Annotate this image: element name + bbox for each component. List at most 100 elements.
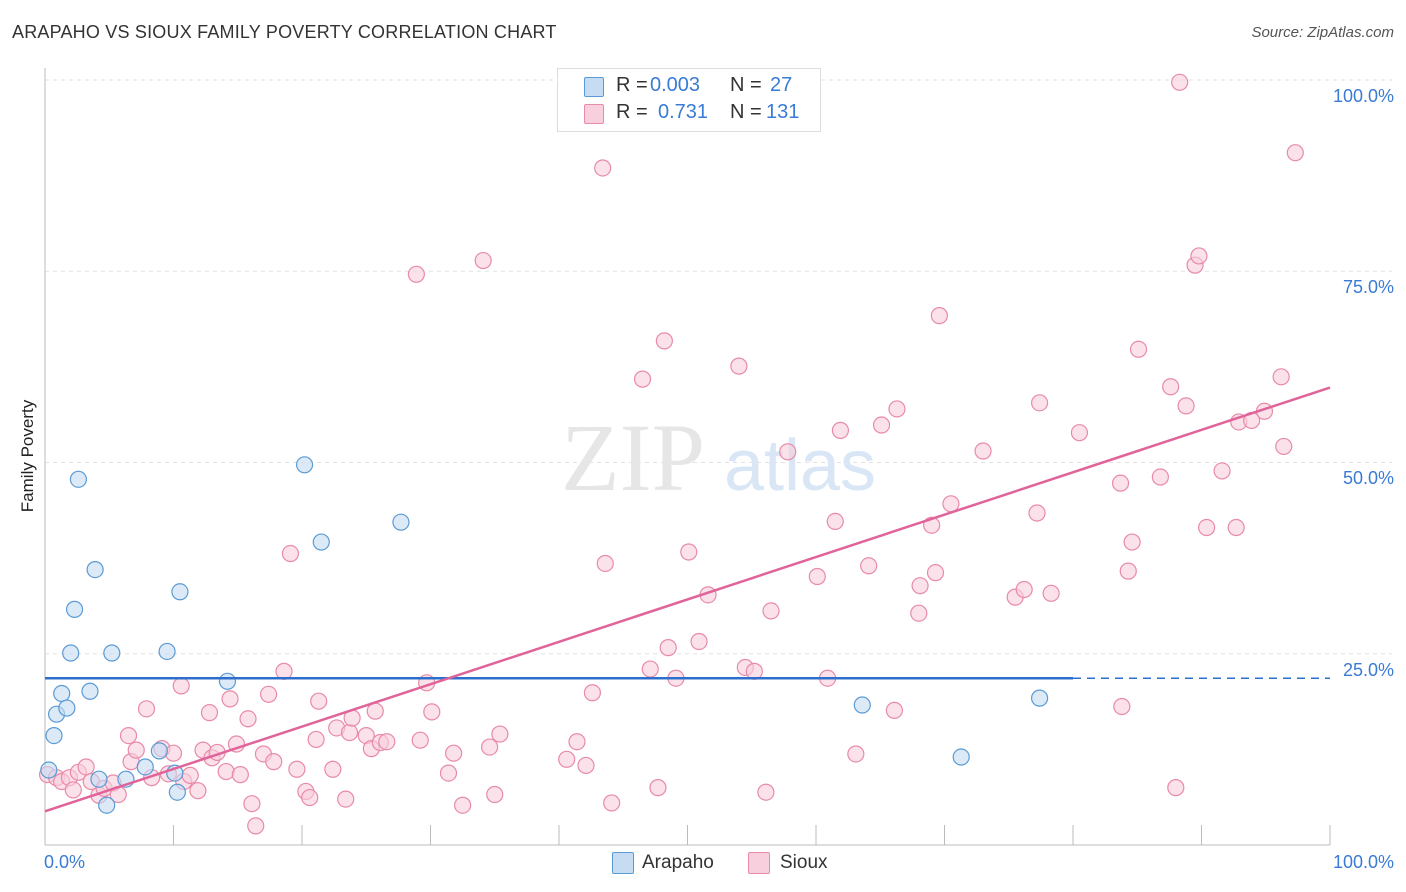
x-tick-label-max: 100.0% — [1332, 852, 1394, 872]
sioux-point — [411, 731, 429, 749]
sioux-point — [641, 660, 659, 678]
sioux-point — [439, 764, 458, 782]
sioux-point — [826, 512, 844, 531]
sioux-point — [745, 662, 763, 680]
y-tick-label: 100.0% — [1332, 86, 1394, 106]
sioux-point — [247, 817, 265, 835]
arapaho-point — [1030, 689, 1049, 707]
stats-row-arapaho: R = 0.003 N = 27 — [558, 74, 820, 100]
sioux-point — [288, 760, 306, 778]
arapaho-point — [168, 783, 186, 801]
legend-sioux-swatch — [748, 852, 770, 874]
sioux-point — [1171, 73, 1189, 91]
sioux-point — [1190, 247, 1208, 265]
sioux-point — [265, 753, 283, 771]
r-value: 0.731 — [658, 101, 709, 123]
sioux-swatch — [584, 104, 604, 124]
sioux-point — [172, 677, 190, 695]
n-label: N = — [730, 74, 762, 96]
n-value: 131 — [766, 101, 800, 123]
sioux-point — [1198, 518, 1216, 537]
sioux-point — [757, 783, 775, 801]
sioux-point — [301, 788, 319, 807]
legend-sioux-label: Sioux — [780, 852, 828, 873]
sioux-point — [1042, 584, 1060, 602]
sioux-point — [655, 332, 673, 350]
sioux-point — [885, 701, 903, 719]
y-tick-label: 75.0% — [1342, 277, 1394, 297]
sioux-point — [603, 794, 621, 812]
stats-box: R = 0.003 N = 27 R = 0.731 N = 131 — [557, 68, 821, 132]
arapaho-point — [295, 456, 314, 474]
arapaho-swatch — [584, 77, 604, 97]
sioux-point — [239, 710, 257, 728]
y-tick-label: 50.0% — [1342, 468, 1394, 488]
sioux-point — [119, 727, 138, 745]
arapaho-point — [45, 727, 63, 745]
sioux-point — [974, 442, 992, 460]
sioux-point — [558, 750, 576, 768]
sioux-point — [1129, 340, 1148, 358]
y-tick-label: 25.0% — [1342, 660, 1394, 680]
sioux-point — [164, 744, 183, 762]
sioux-point — [577, 756, 595, 775]
arapaho-point — [171, 583, 189, 601]
arapaho-point — [98, 796, 116, 814]
arapaho-point — [62, 644, 80, 662]
arapaho-point — [65, 600, 84, 618]
sioux-point — [1123, 533, 1141, 551]
r-label: R = — [616, 101, 648, 123]
watermark-zip: ZIP — [561, 404, 705, 511]
sioux-point — [779, 443, 797, 461]
n-label: N = — [730, 101, 762, 123]
n-value: 27 — [770, 74, 793, 96]
sioux-point — [310, 692, 328, 710]
sioux-point — [474, 251, 492, 270]
sioux-point — [243, 795, 261, 813]
sioux-point — [808, 567, 826, 586]
sioux-point — [181, 766, 199, 784]
sioux-point — [189, 782, 207, 800]
sioux-point — [1111, 474, 1130, 492]
sioux-point — [1227, 518, 1245, 537]
arapaho-point — [81, 682, 99, 700]
sioux-point — [217, 762, 235, 781]
sioux-point — [847, 745, 865, 763]
sioux-point — [860, 557, 878, 575]
sioux-point — [1213, 462, 1231, 480]
sioux-point — [491, 725, 509, 743]
source-label: Source: ZipAtlas.com — [1251, 24, 1394, 41]
sioux-point — [1070, 424, 1089, 442]
sioux-point — [1167, 779, 1185, 797]
legend-arapaho-label: Arapaho — [642, 852, 714, 873]
sioux-point — [137, 700, 156, 718]
sioux-point — [872, 416, 891, 434]
sioux-point — [1275, 437, 1293, 456]
sioux-point — [690, 632, 708, 651]
sioux-point — [596, 554, 614, 573]
axes — [44, 68, 1331, 846]
arapaho-point — [158, 642, 176, 661]
arapaho-point — [40, 761, 58, 779]
sioux-point — [481, 738, 499, 756]
trend-lines — [44, 386, 1331, 813]
arapaho-points — [40, 456, 1049, 814]
sioux-point — [762, 602, 780, 620]
sioux-point — [1030, 394, 1049, 412]
sioux-point — [1286, 144, 1304, 162]
sioux-point — [659, 639, 677, 657]
sioux-point — [423, 703, 441, 721]
sioux-point — [454, 796, 472, 814]
sioux-point — [486, 785, 504, 804]
sioux-point — [340, 723, 359, 742]
arapaho-point — [90, 770, 108, 788]
sioux-point — [583, 684, 602, 702]
sioux-point — [337, 790, 355, 808]
sioux-point — [127, 741, 145, 759]
gridlines — [45, 79, 1392, 655]
arapaho-point — [150, 742, 168, 760]
sioux-point — [324, 760, 342, 778]
arapaho-point — [103, 644, 121, 662]
sioux-point — [649, 779, 667, 797]
